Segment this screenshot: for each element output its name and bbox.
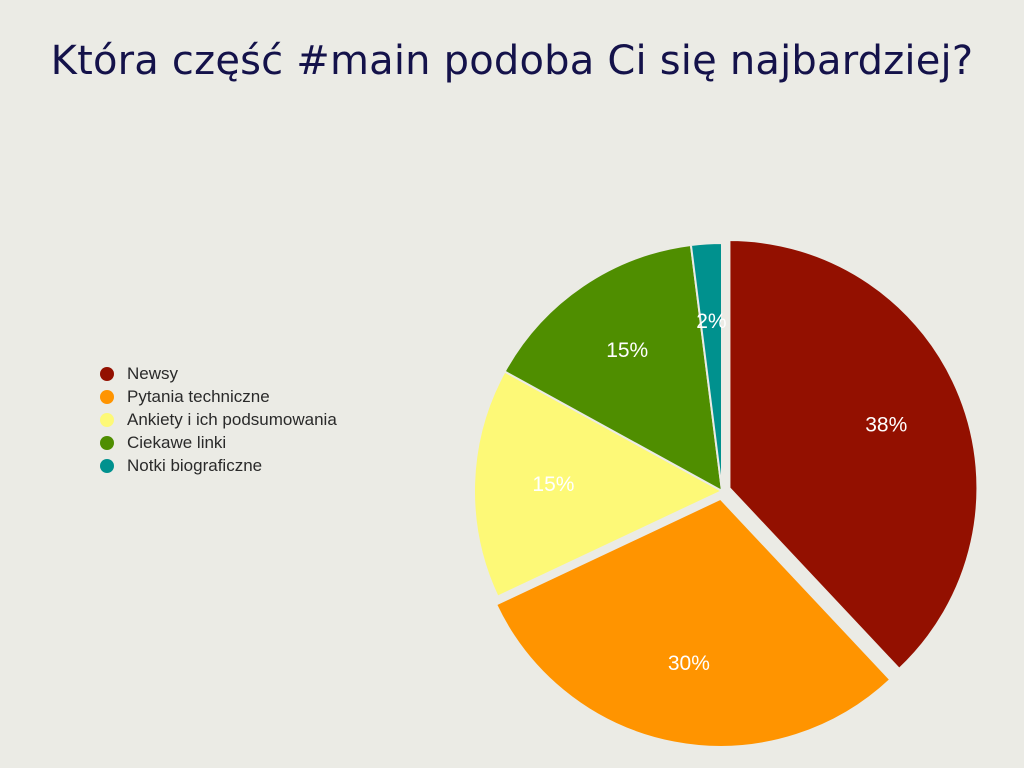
pie-label-ankiety: 15% bbox=[532, 473, 574, 496]
pie-label-newsy: 38% bbox=[865, 414, 907, 437]
legend-item-newsy: Newsy bbox=[100, 362, 337, 385]
legend-label-newsy: Newsy bbox=[127, 363, 179, 383]
legend-label-ankiety: Ankiety i ich podsumowania bbox=[127, 409, 337, 429]
pie-label-notki: 2% bbox=[696, 310, 726, 333]
legend-swatch-linki bbox=[100, 435, 114, 450]
legend-item-linki: Ciekawe linki bbox=[100, 431, 337, 454]
legend-label-pytania: Pytania techniczne bbox=[127, 386, 270, 406]
pie-slice-pytania bbox=[494, 497, 892, 748]
legend-label-linki: Ciekawe linki bbox=[127, 432, 227, 452]
legend-item-pytania: Pytania techniczne bbox=[100, 385, 337, 408]
legend-swatch-pytania bbox=[100, 389, 114, 404]
legend-swatch-newsy bbox=[100, 366, 114, 381]
legend-label-notki: Notki biograficzne bbox=[127, 455, 263, 475]
pie-label-pytania: 30% bbox=[668, 652, 710, 675]
legend-swatch-notki bbox=[100, 458, 114, 473]
legend-item-notki: Notki biograficzne bbox=[100, 454, 337, 477]
pie-slice-notki bbox=[689, 241, 723, 492]
pie-label-linki: 15% bbox=[606, 339, 648, 362]
pie-slice-ankiety bbox=[473, 370, 725, 598]
chart-legend: Newsy Pytania techniczne Ankiety i ich p… bbox=[100, 362, 337, 477]
pie-slice-newsy bbox=[728, 239, 979, 671]
pie-slice-linki bbox=[503, 243, 724, 493]
legend-swatch-ankiety bbox=[100, 412, 114, 427]
legend-item-ankiety: Ankiety i ich podsumowania bbox=[100, 408, 337, 431]
chart-title: Która część #main podoba Ci się najbardz… bbox=[50, 38, 974, 84]
